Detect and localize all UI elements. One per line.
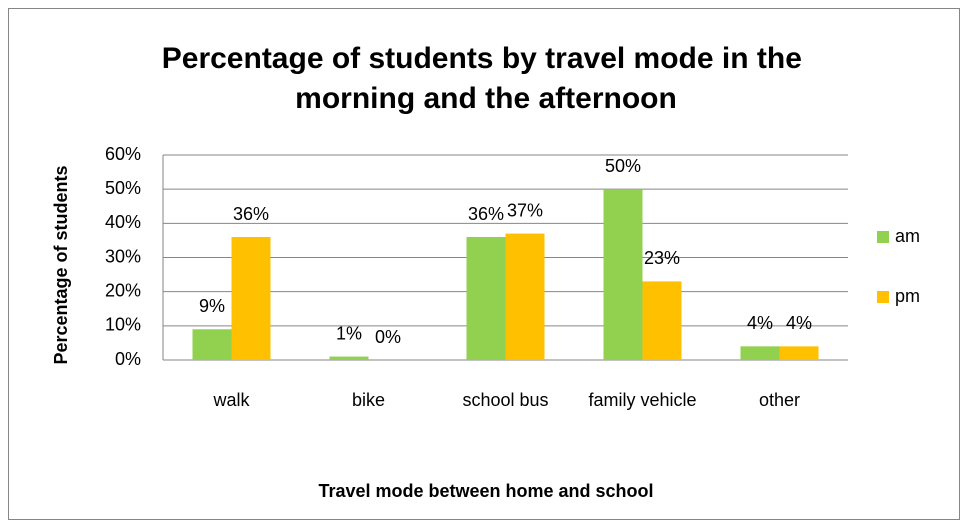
y-tick-label: 40% xyxy=(105,212,141,232)
y-axis-title: Percentage of students xyxy=(51,165,71,364)
bar xyxy=(505,233,545,360)
legend-label: am xyxy=(895,226,920,246)
bar xyxy=(466,237,506,360)
value-label: 0% xyxy=(375,327,401,347)
bar xyxy=(329,356,369,360)
legend-label: pm xyxy=(895,286,920,306)
value-label: 23% xyxy=(644,248,680,268)
bar xyxy=(603,189,643,360)
y-tick-label: 20% xyxy=(105,280,141,300)
bar xyxy=(740,346,780,360)
y-tick-label: 10% xyxy=(105,315,141,335)
x-tick-label: other xyxy=(759,390,800,410)
bar xyxy=(231,237,271,360)
x-tick-label: walk xyxy=(212,390,250,410)
x-tick-label: school bus xyxy=(462,390,548,410)
legend-swatch xyxy=(877,291,889,303)
value-label: 36% xyxy=(468,204,504,224)
x-axis-title: Travel mode between home and school xyxy=(318,481,653,501)
bar xyxy=(192,329,232,360)
x-tick-label: bike xyxy=(352,390,385,410)
value-label: 4% xyxy=(747,313,773,333)
value-label: 9% xyxy=(199,296,225,316)
value-label: 4% xyxy=(786,313,812,333)
y-tick-label: 0% xyxy=(115,349,141,369)
value-label: 37% xyxy=(507,200,543,220)
value-label: 36% xyxy=(233,204,269,224)
y-tick-label: 60% xyxy=(105,144,141,164)
bar xyxy=(642,281,682,360)
y-tick-label: 50% xyxy=(105,178,141,198)
y-tick-label: 30% xyxy=(105,246,141,266)
value-label: 50% xyxy=(605,156,641,176)
chart-title: Percentage of students by travel mode in… xyxy=(162,42,811,115)
legend-swatch xyxy=(877,231,889,243)
x-tick-label: family vehicle xyxy=(588,390,696,410)
bar xyxy=(779,346,819,360)
value-label: 1% xyxy=(336,323,362,343)
